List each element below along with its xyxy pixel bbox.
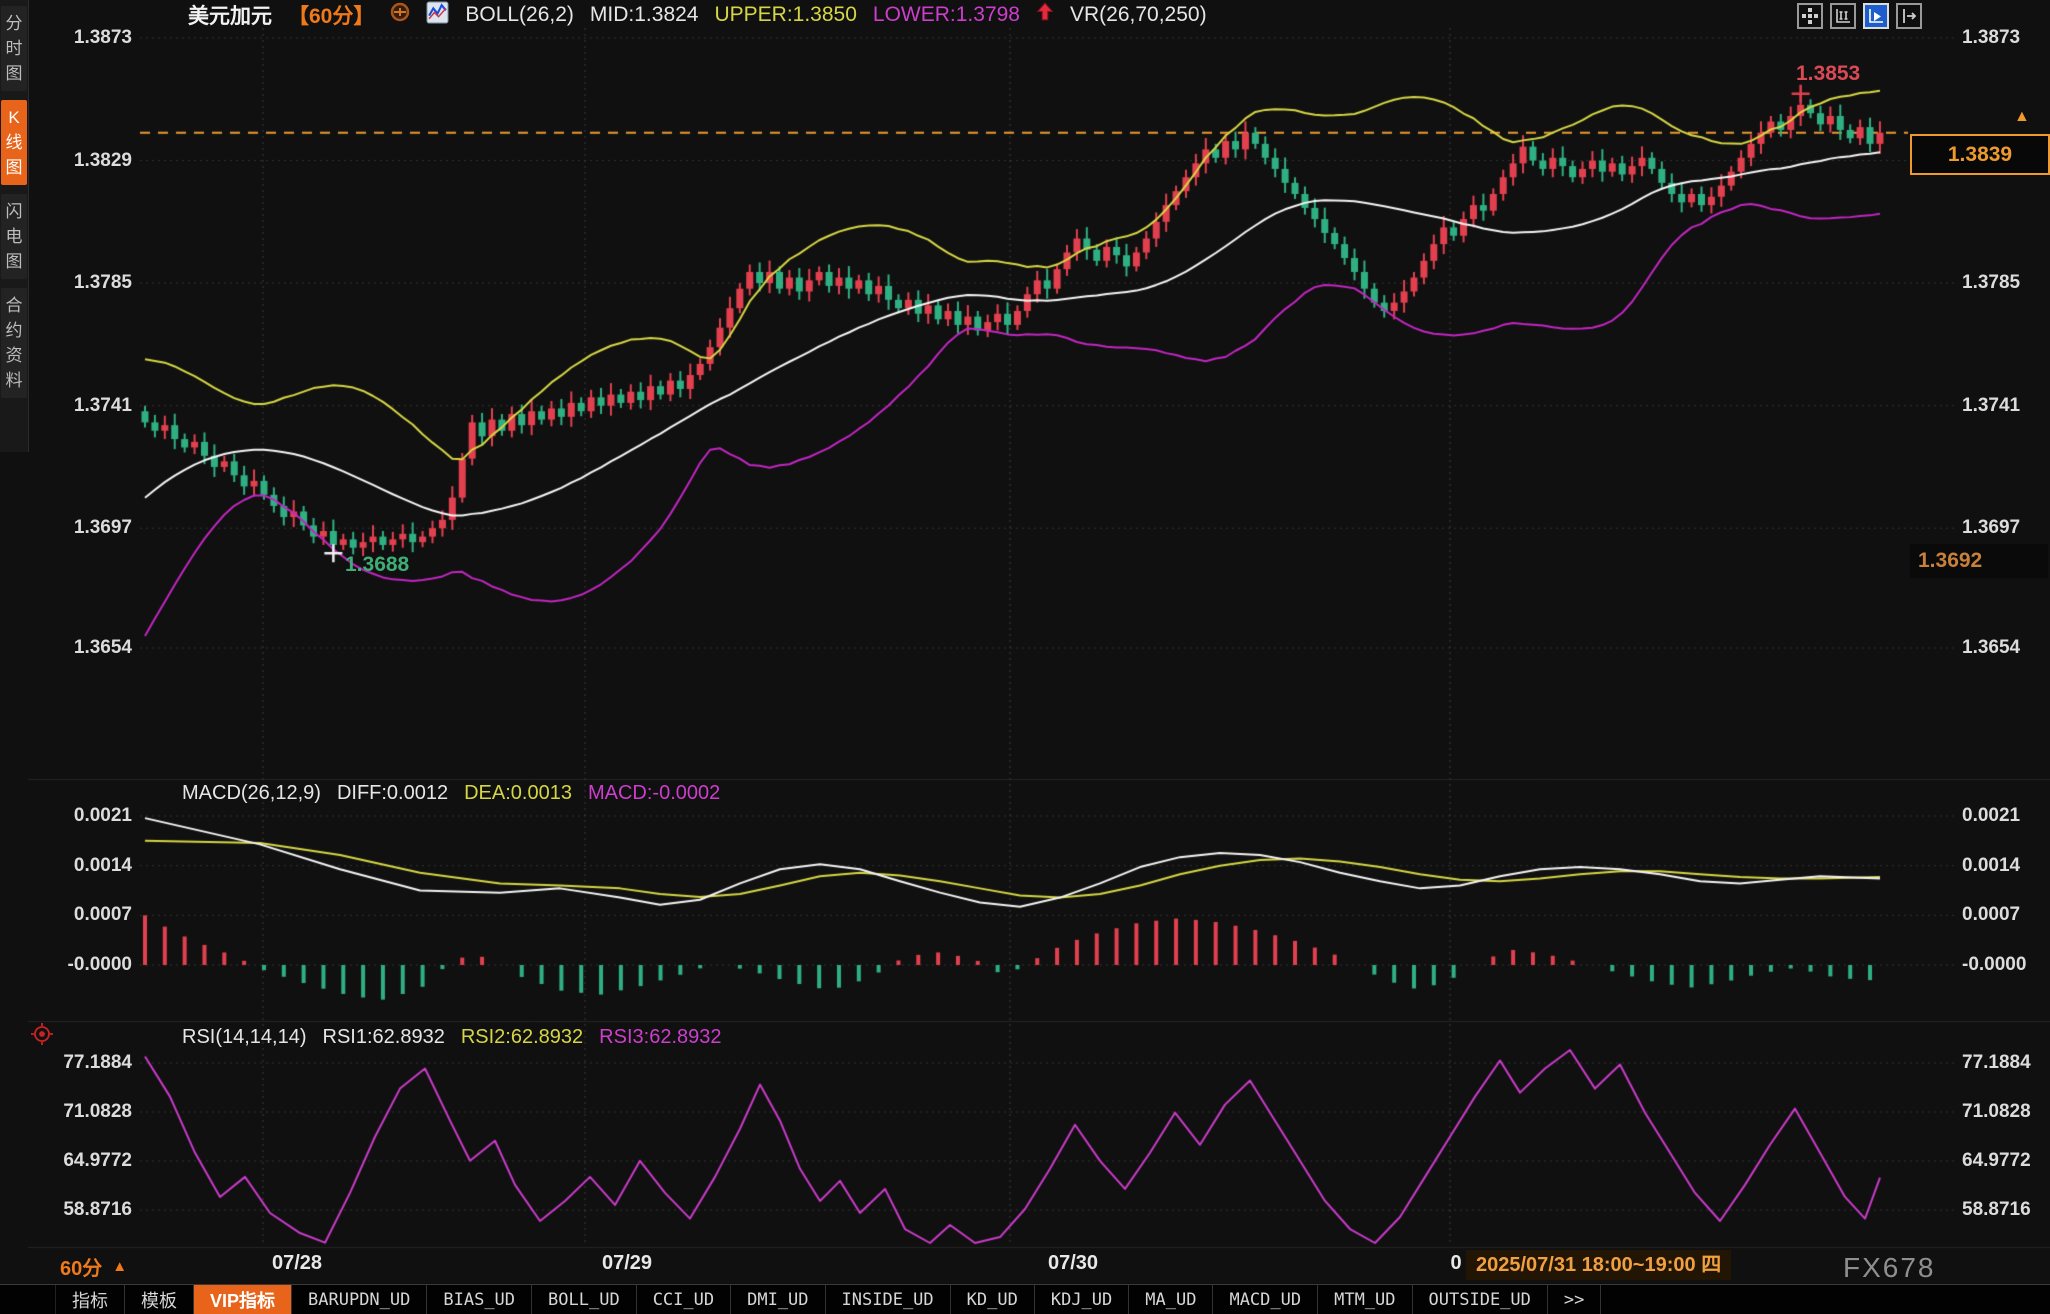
rsi-axis-label-left: 64.9772 [63,1150,132,1171]
x-axis-label: 07/29 [601,1252,653,1274]
indicator-tab[interactable]: 指标 [56,1285,125,1314]
price-axis-label-left: 1.3654 [73,637,132,658]
axis-scale-icon[interactable] [1830,3,1856,29]
price-axis-label-right: 1.3785 [1962,272,2021,294]
chart-toolbar [1797,3,1922,29]
indicator-tab[interactable]: BOLL_UD [532,1285,637,1314]
indicator-tab[interactable]: MA_UD [1129,1285,1214,1314]
rsi-axis-label-left: 71.0828 [63,1101,132,1122]
price-axis-label-left: 1.3697 [73,517,132,539]
x-axis-label: 07/30 [1047,1252,1099,1274]
macd-axis-label-left: 0.0014 [73,854,132,876]
macd-axis-label-right: 0.0021 [1962,805,2021,826]
macd-diff-value: DIFF:0.0012 [336,782,449,804]
auto-play-chart-icon[interactable] [1863,3,1889,29]
macd-axis-label-left: 0.0021 [73,805,132,826]
pan-crosshair-icon[interactable] [1797,3,1823,29]
sidebar-tab[interactable]: 合约资料 [1,288,27,398]
macd-axis-label-right: 0.0014 [1962,854,2021,876]
indicator-tab[interactable]: KDJ_UD [1035,1285,1130,1314]
rsi-header: RSI(14,14,14) RSI1:62.8932 RSI2:62.8932 … [182,1026,722,1049]
rsi3-value: RSI3:62.8932 [599,1026,722,1048]
indicator-tab[interactable]: MACD_UD [1213,1285,1319,1314]
period-selector[interactable]: 60分 ▲ [60,1252,127,1281]
macd-axis-label-left: -0.0000 [67,954,132,975]
indicator-tab[interactable]: BIAS_UD [427,1285,533,1314]
macd-macd-value: MACD:-0.0002 [587,782,721,804]
indicator-tab[interactable]: MTM_UD [1318,1285,1413,1314]
macd-name: MACD(26,12,9) [182,782,321,804]
price-axis-label-left: 1.3785 [73,272,132,294]
red-up-arrow-icon [1036,2,1054,28]
sidebar-tab[interactable]: 闪电图 [1,194,27,279]
rsi-axis-label-left: 58.8716 [63,1199,132,1220]
price-axis-label-right: 1.3697 [1962,517,2021,539]
rsi-axis-label-right: 77.1884 [1962,1052,2031,1073]
price-axis-label-right: 1.3654 [1962,637,2021,658]
timeframe-label[interactable]: 【60分】 [288,5,375,28]
price-axis-label-left: 1.3873 [73,27,132,48]
high-price-annotation: 1.3853 [1796,62,1861,85]
indicator-tab[interactable]: CCI_UD [637,1285,732,1314]
indicator-tab[interactable]: 模板 [125,1285,194,1314]
macd-axis-label-left: 0.0007 [73,904,132,926]
price-axis-label-left: 1.3741 [73,394,132,416]
chart-header: 美元加元 【60分】 BOLL(26,2) MID:1.3824 UPPER:1… [188,0,1207,30]
tab-bar-spacer [0,1285,56,1314]
watermark: FX678 [1843,1252,1936,1283]
boll-lower-value: LOWER:1.3798 [872,3,1020,26]
indicator-tab-bar: 指标 模板 VIP指标 BARUPDN_UD BIAS_UD BOLL_UD CCI_UD D… [0,1284,2050,1314]
rsi-axis-label-right: 64.9772 [1962,1150,2031,1171]
link-circle-icon[interactable] [390,2,410,28]
vr-label: VR(26,70,250) [1069,3,1207,26]
indicator-tab[interactable]: BARUPDN_UD [292,1285,428,1314]
price-axis-label-right: 1.3873 [1962,27,2021,48]
crosshair-datetime-badge: 2025/07/31 18:00~19:00 四 [1466,1250,1732,1280]
macd-axis-label-right: 0.0007 [1962,904,2021,926]
boll-mid-value: MID:1.3824 [589,3,699,26]
indicator-tab[interactable]: VIP指标 [194,1285,293,1314]
period-label: 60分 [60,1258,103,1280]
macd-axis-label-right: -0.0000 [1962,954,2027,975]
price-scale-arrow-icon[interactable]: ▲ [2014,108,2030,125]
rsi-axis-label-right: 58.8716 [1962,1199,2031,1220]
indicator-tab[interactable]: DMI_UD [731,1285,826,1314]
x-axis-label: 07/28 [271,1252,323,1274]
indicator-tab[interactable]: INSIDE_UD [826,1285,951,1314]
rsi2-value: RSI2:62.8932 [460,1026,584,1048]
symbol-name: 美元加元 [188,5,272,28]
mini-chart-logo-icon[interactable] [426,1,449,30]
x-axis-label: 0 [1450,1252,1462,1274]
boll-label: BOLL(26,2) [465,3,574,26]
rsi1-value: RSI1:62.8932 [322,1026,445,1048]
price-axis-label-right: 1.3741 [1962,394,2021,416]
sidebar-tab[interactable]: 分时图 [1,6,27,91]
indicator-tab[interactable]: >> [1548,1285,1602,1314]
indicator-tab[interactable]: KD_UD [951,1285,1035,1314]
macd-header: MACD(26,12,9) DIFF:0.0012 DEA:0.0013 MAC… [182,782,720,805]
indicator-tab[interactable]: OUTSIDE_UD [1413,1285,1548,1314]
rsi-axis-label-left: 77.1884 [63,1052,132,1073]
low-price-annotation: 1.3688 [345,553,410,576]
reference-price-badge: 1.3692 [1910,544,2048,578]
price-axis-label-left: 1.3829 [73,149,132,171]
red-target-icon[interactable] [30,1022,54,1051]
boll-upper-value: UPPER:1.3850 [714,3,857,26]
macd-dea-value: DEA:0.0013 [464,782,572,804]
current-price-badge: 1.3839 [1910,134,2050,175]
jump-to-latest-icon[interactable] [1896,3,1922,29]
period-arrow-icon: ▲ [112,1258,128,1275]
rsi-axis-label-right: 71.0828 [1962,1101,2031,1122]
rsi-name: RSI(14,14,14) [182,1026,307,1048]
